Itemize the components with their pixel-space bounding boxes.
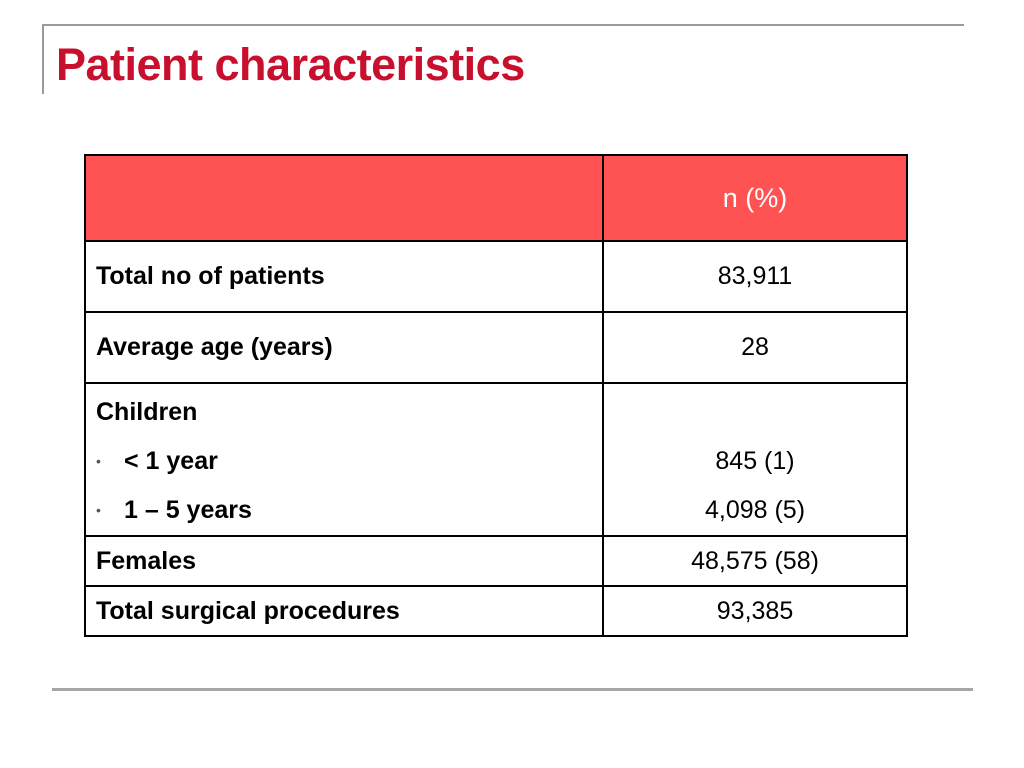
frame-left-rule (42, 24, 44, 94)
subrow-label-text: < 1 year (124, 447, 218, 475)
row-label: Children (96, 398, 198, 426)
row-value: 93,385 (602, 585, 908, 637)
row-value: 28 (602, 311, 908, 384)
row-label: Total no of patients (84, 240, 604, 313)
row-value (614, 388, 896, 437)
header-value-cell: n (%) (602, 154, 908, 242)
subrow-value: 4,098 (5) (704, 496, 806, 524)
slide-title: Patient characteristics (56, 39, 525, 90)
row-label: Average age (years) (84, 311, 604, 384)
table-row: Average age (years) 28 (84, 311, 908, 384)
table-row: Females 48,575 (58) (84, 535, 908, 587)
bullet-icon: • (96, 453, 101, 469)
header-label-cell (84, 154, 604, 242)
bottom-rule (52, 688, 973, 691)
table-row-children: Children • < 1 year • 1 – 5 years 845 (1… (84, 382, 908, 537)
children-label-cell: Children • < 1 year • 1 – 5 years (84, 382, 604, 537)
table-row: Total no of patients 83,911 (84, 240, 908, 313)
row-label: Females (84, 535, 604, 587)
bullet-icon: • (96, 502, 101, 518)
row-label: Total surgical procedures (84, 585, 604, 637)
frame-top-rule (42, 24, 964, 26)
patient-characteristics-table: n (%) Total no of patients 83,911 Averag… (84, 154, 908, 637)
children-value-cell: 845 (1) 4,098 (5) (602, 382, 908, 537)
row-value: 83,911 (602, 240, 908, 313)
subrow-label-text: 1 – 5 years (124, 496, 252, 524)
subrow-label: • < 1 year (96, 437, 592, 486)
table-row: Total surgical procedures 93,385 (84, 585, 908, 637)
subrow-value: 845 (1) (715, 447, 795, 475)
table-header-row: n (%) (84, 154, 908, 242)
row-value: 48,575 (58) (602, 535, 908, 587)
subrow-label: • 1 – 5 years (96, 486, 592, 535)
